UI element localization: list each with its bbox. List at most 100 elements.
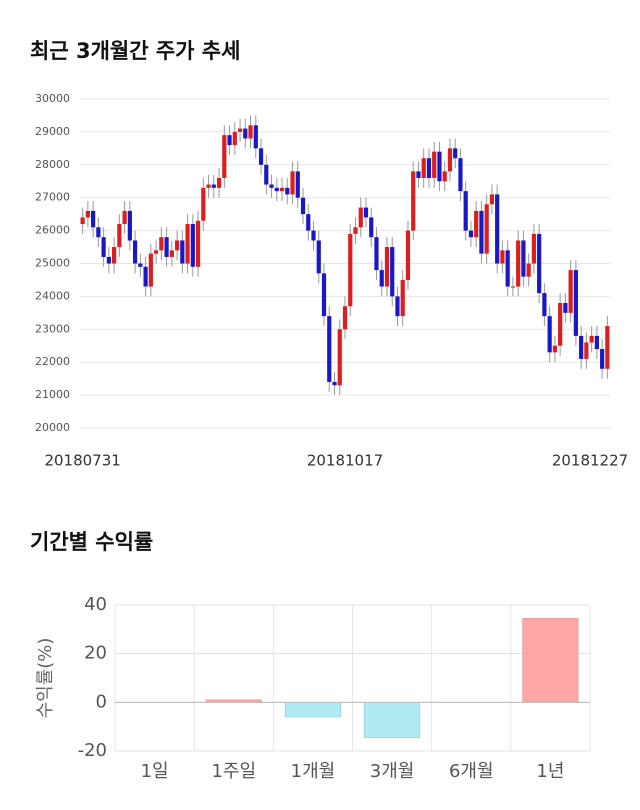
candle-body — [379, 270, 384, 287]
candle-body — [479, 210, 484, 254]
candle-body — [531, 233, 537, 264]
candle-body — [327, 316, 332, 382]
candle-body — [106, 256, 111, 264]
candle-body — [306, 214, 311, 231]
candle-body — [363, 207, 369, 218]
candle-body — [201, 187, 206, 221]
candle-body — [101, 237, 106, 257]
y-tick-label: 23000 — [35, 322, 70, 335]
y-tick-label: 28000 — [35, 158, 70, 171]
candle-body — [253, 125, 258, 149]
candle-body — [216, 177, 222, 188]
candle-body — [148, 253, 153, 287]
candle-body — [222, 135, 227, 178]
x-tick-label: 1일 — [141, 761, 169, 782]
candle-body — [190, 224, 195, 267]
candle-body — [369, 217, 374, 238]
candle-body — [133, 240, 138, 264]
y-axis-label: 수익률(%) — [35, 638, 56, 719]
candle-body — [180, 240, 185, 264]
candle-body — [374, 237, 379, 271]
candle-body — [274, 187, 279, 192]
candle-body — [127, 210, 132, 241]
x-tick-label: 3개월 — [370, 761, 415, 782]
candle-body — [474, 210, 479, 238]
x-tick-label: 6개월 — [449, 761, 494, 782]
candle-body — [117, 224, 122, 248]
candle-body — [489, 194, 495, 205]
candle-body — [206, 184, 211, 188]
candle-body — [264, 164, 269, 185]
candle-body — [573, 270, 578, 336]
x-tick-label: 1개월 — [291, 761, 336, 782]
y-tick-label: 26000 — [35, 224, 70, 237]
candle-body — [348, 233, 353, 307]
candle-body — [300, 197, 306, 215]
candle-body — [243, 128, 248, 139]
candle-body — [153, 250, 159, 254]
candle-body — [542, 293, 547, 317]
candle-body — [248, 125, 253, 139]
candle-body — [227, 135, 232, 146]
candle-body — [237, 128, 243, 132]
candle-body — [195, 220, 201, 267]
y-tick-label: 22000 — [35, 355, 70, 368]
candle-body — [174, 240, 180, 251]
y-tick-label: 20 — [84, 643, 107, 664]
candle-body — [164, 237, 169, 257]
candle-body — [558, 302, 563, 346]
bar — [522, 618, 579, 703]
chart-title: 기간별 수익률 — [30, 530, 153, 554]
candle-body — [426, 158, 432, 178]
candle-body — [463, 191, 468, 231]
candle-body — [547, 316, 552, 353]
candle-body — [337, 329, 342, 386]
candle-body — [122, 210, 127, 225]
candle-body — [563, 302, 568, 313]
candle-body — [395, 296, 400, 317]
y-tick-label: 0 — [96, 691, 107, 712]
candle-body — [432, 151, 437, 178]
candle-body — [495, 194, 500, 264]
candle-body — [138, 263, 143, 267]
candle-body — [80, 217, 85, 225]
candle-body — [295, 171, 300, 198]
y-tick-label: 29000 — [35, 125, 70, 138]
candle-body — [447, 148, 453, 172]
candle-body — [211, 184, 216, 188]
x-tick-label: 20181017 — [307, 452, 383, 470]
candle-body — [321, 273, 327, 317]
candle-body — [232, 131, 237, 146]
candle-body — [411, 171, 416, 231]
candle-body — [311, 230, 316, 241]
candle-body — [269, 184, 274, 188]
candle-body — [258, 148, 264, 165]
candle-body — [358, 207, 363, 228]
candle-body — [384, 247, 390, 287]
candle-body — [442, 171, 447, 182]
candle-body — [453, 148, 458, 159]
candle-body — [112, 247, 117, 264]
candle-body — [600, 349, 605, 369]
candle-body — [285, 187, 290, 195]
candle-body — [85, 210, 90, 218]
candle-body — [96, 227, 101, 238]
y-tick-label: 25000 — [35, 257, 70, 270]
candle-body — [505, 250, 510, 287]
y-tick-label: 21000 — [35, 388, 70, 401]
candle-body — [290, 171, 295, 195]
candle-body — [332, 381, 337, 386]
y-tick-label: 24000 — [35, 289, 70, 302]
candle-body — [516, 240, 521, 287]
candle-body — [279, 187, 285, 192]
y-tick-label: 40 — [84, 594, 107, 615]
candle-body — [568, 270, 573, 313]
candle-body — [169, 250, 174, 257]
candle-body — [342, 306, 348, 330]
y-tick-label: 20000 — [35, 421, 70, 434]
candle-body — [594, 335, 599, 350]
candle-body — [605, 326, 610, 369]
bar — [364, 702, 421, 738]
candle-body — [589, 335, 594, 343]
candle-body — [579, 335, 584, 359]
